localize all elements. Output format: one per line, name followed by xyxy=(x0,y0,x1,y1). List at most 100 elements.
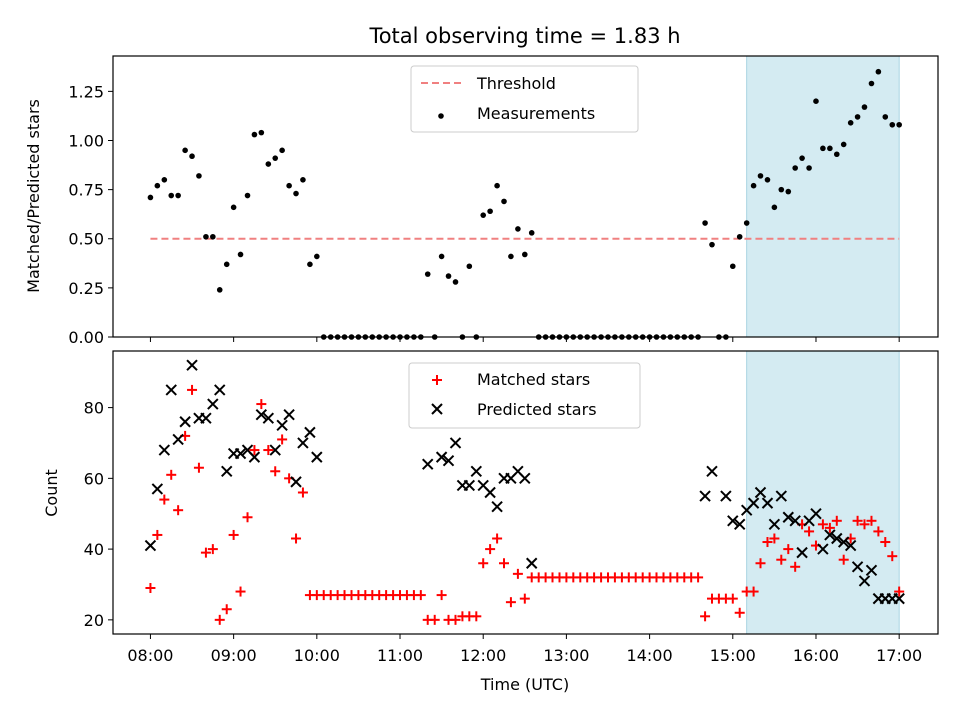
matched-star-point xyxy=(450,614,461,625)
measurement-point xyxy=(258,129,265,136)
matched-star-point xyxy=(214,614,225,625)
measurement-point xyxy=(424,271,431,277)
top-legend-box xyxy=(410,65,639,133)
predicted-stars-series xyxy=(144,359,905,605)
top-y-tick-label: 1.00 xyxy=(68,131,104,150)
matched-star-point xyxy=(187,384,198,395)
measurement-point xyxy=(494,182,500,189)
top-axes: 0.00 0.25 0.50 0.75 1.00 1.25 xyxy=(68,55,939,347)
predicted-star-point xyxy=(172,433,184,446)
measurement-point xyxy=(175,192,181,199)
legend-predicted-swatch xyxy=(431,403,443,415)
x-tick-label: 09:00 xyxy=(211,646,257,665)
predicted-star-point xyxy=(484,486,496,499)
predicted-star-point xyxy=(720,490,732,502)
top-y-tick-label: 0.00 xyxy=(68,328,104,347)
bottom-y-tick-label: 20 xyxy=(84,611,104,630)
measurement-point xyxy=(771,204,778,211)
measurement-point xyxy=(757,173,764,179)
measurement-point xyxy=(161,176,168,183)
matched-star-point xyxy=(291,533,302,544)
predicted-star-point xyxy=(519,472,531,485)
measurement-point xyxy=(854,114,861,120)
x-tick-label: 13:00 xyxy=(543,646,589,665)
measurement-point xyxy=(147,194,154,201)
matched-star-point xyxy=(200,547,211,558)
measurement-point xyxy=(736,233,743,240)
matched-star-point xyxy=(277,434,288,445)
predicted-star-point xyxy=(158,444,171,456)
x-tick-label: 15:00 xyxy=(710,646,756,665)
predicted-star-point xyxy=(893,592,905,605)
measurement-point xyxy=(875,68,882,75)
measurement-point xyxy=(882,114,889,120)
matched-star-point xyxy=(519,593,530,604)
predicted-star-point xyxy=(255,408,268,421)
matched-star-point xyxy=(700,611,711,622)
matched-star-point xyxy=(207,544,218,555)
matched-star-point xyxy=(499,558,510,569)
legend-measurements-swatch xyxy=(438,113,444,119)
measurement-point xyxy=(223,261,230,268)
bottom-y-axis-title: Count xyxy=(42,469,61,517)
matched-star-point xyxy=(193,462,204,473)
measurement-point xyxy=(251,131,258,138)
predicted-star-point xyxy=(435,451,448,463)
measurement-point xyxy=(314,253,320,260)
matched-star-point xyxy=(478,558,489,569)
matched-star-point xyxy=(235,586,246,597)
measurement-point xyxy=(501,198,507,205)
matched-star-point xyxy=(436,590,447,601)
predicted-star-point xyxy=(491,500,503,513)
matched-star-point xyxy=(270,466,281,477)
measurement-point xyxy=(216,287,223,293)
matched-star-point xyxy=(831,515,842,526)
legend-measurements-label: Measurements xyxy=(477,104,595,123)
matched-star-point xyxy=(173,505,184,516)
bottom-highlight-span xyxy=(746,351,900,634)
measurement-point xyxy=(806,165,812,171)
measurement-point xyxy=(286,182,292,189)
x-tick-label: 10:00 xyxy=(294,646,340,665)
measurement-point xyxy=(743,220,750,226)
measurement-point xyxy=(729,263,736,270)
predicted-star-point xyxy=(817,543,829,555)
measurement-point xyxy=(293,190,299,197)
measurement-point xyxy=(210,233,216,240)
predicted-star-point xyxy=(144,539,157,552)
measurement-point xyxy=(833,151,840,158)
measurement-point xyxy=(764,176,771,183)
predicted-star-point xyxy=(789,515,801,527)
matched-star-point xyxy=(894,586,905,597)
measurement-point xyxy=(203,233,209,240)
matched-star-point xyxy=(852,515,863,526)
measurement-point xyxy=(896,121,902,128)
measurement-point xyxy=(452,279,459,285)
predicted-star-point xyxy=(151,483,164,495)
measurement-point xyxy=(265,161,272,167)
matched-star-point xyxy=(824,522,835,533)
matched-star-point xyxy=(485,544,496,555)
matched-star-point xyxy=(887,551,898,562)
predicted-star-point xyxy=(276,419,288,431)
top-y-tick-label: 0.25 xyxy=(68,279,104,298)
matched-star-point xyxy=(838,554,849,565)
predicted-star-point xyxy=(810,508,822,520)
predicted-star-point xyxy=(733,518,746,531)
predicted-star-point xyxy=(179,416,191,428)
predicted-star-point xyxy=(311,451,323,463)
x-tick-label: 16:00 xyxy=(793,646,839,665)
predicted-star-point xyxy=(304,426,316,439)
predicted-star-point xyxy=(754,486,767,499)
predicted-star-point xyxy=(200,412,212,424)
measurement-point xyxy=(827,145,833,152)
measurement-point xyxy=(300,176,306,183)
predicted-star-point xyxy=(214,384,226,396)
highlight-span-rect xyxy=(746,56,900,337)
predicted-star-point xyxy=(727,515,739,527)
matched-star-point xyxy=(769,533,780,544)
top-legend: Threshold Measurements xyxy=(410,65,639,133)
predicted-star-point xyxy=(207,398,219,410)
